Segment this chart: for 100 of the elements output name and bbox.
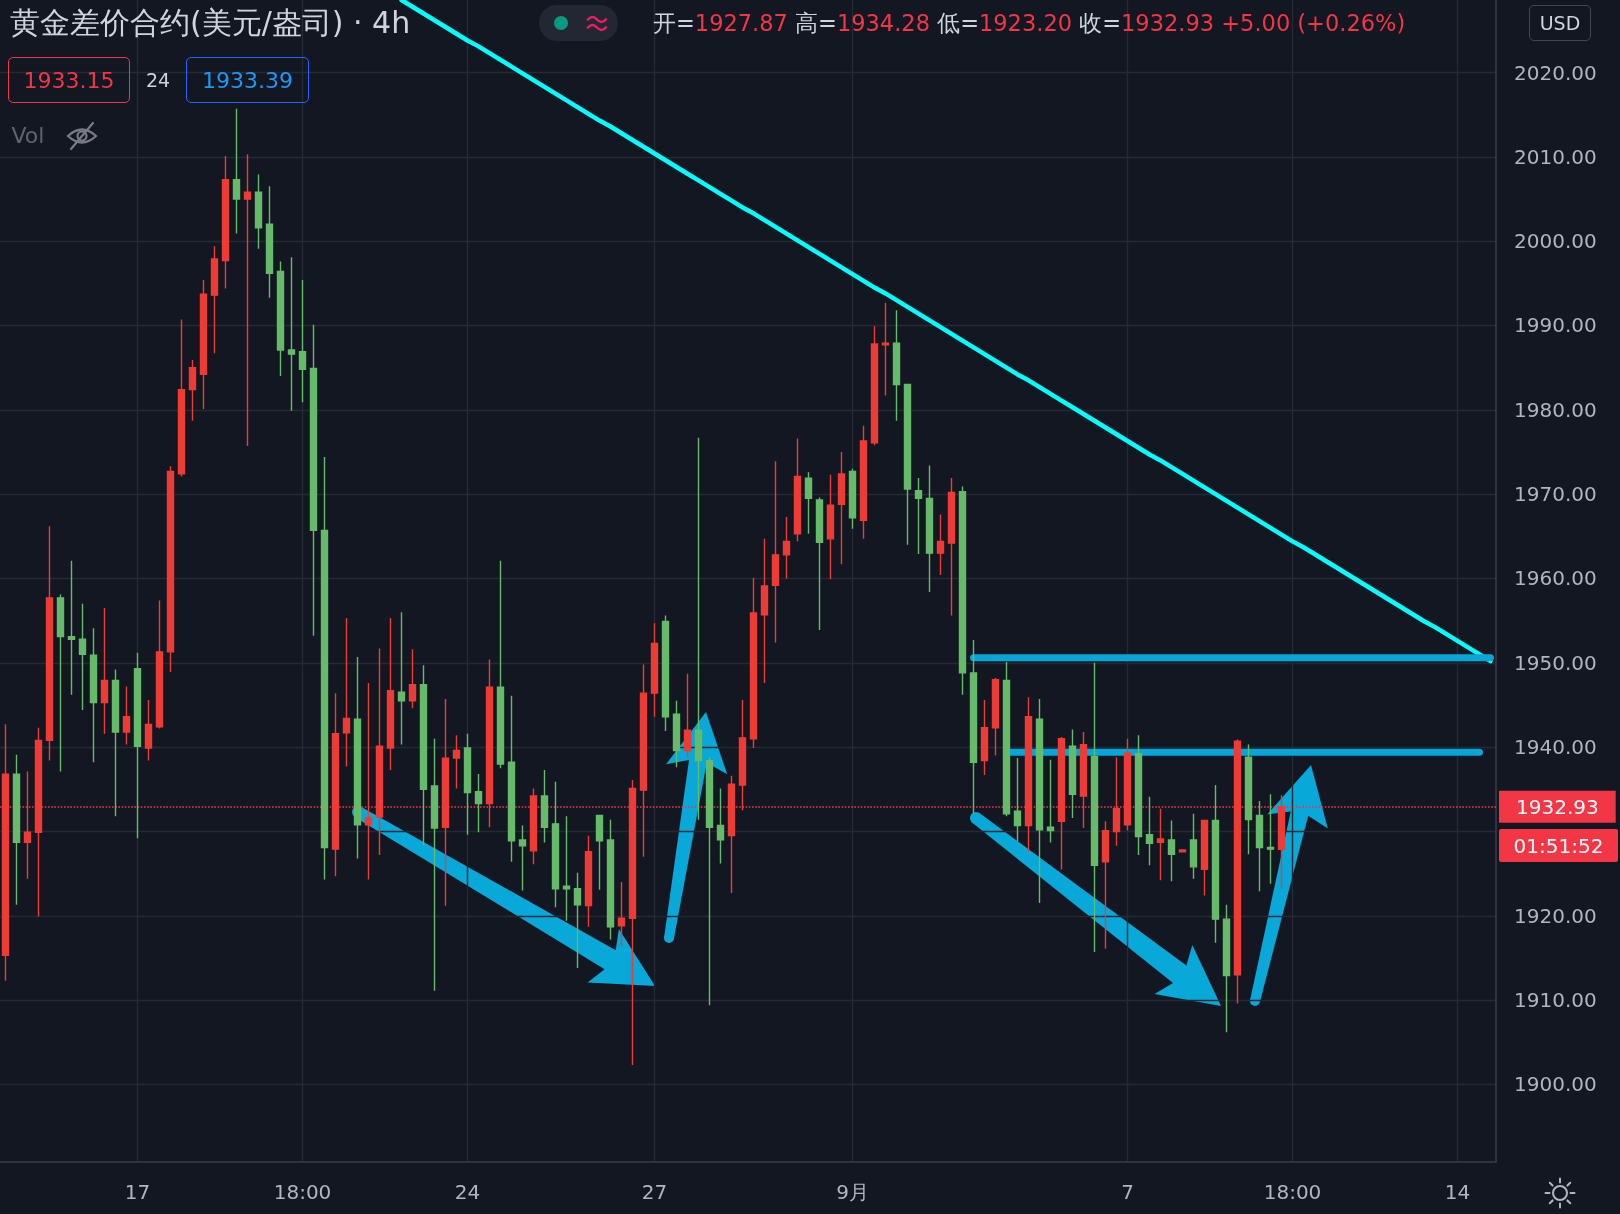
candlestick [606, 818, 615, 941]
text: 开=1927.87 高=1934.28 低=1923.20 收=1932.93 +5.00 (+0.26%) [653, 10, 1406, 36]
candlestick [1101, 820, 1110, 950]
candlestick [639, 663, 648, 858]
candlestick [188, 359, 197, 422]
candlestick [705, 756, 714, 1006]
candlestick [595, 814, 604, 891]
candlestick [1134, 734, 1143, 856]
candlestick [155, 599, 164, 730]
candlestick [397, 611, 406, 746]
candlestick [34, 727, 43, 918]
candlestick [617, 881, 626, 947]
candlestick [298, 279, 307, 403]
candlestick [133, 651, 142, 839]
candlestick [892, 309, 901, 422]
candlestick [463, 732, 472, 836]
candlestick [573, 872, 582, 969]
candlestick [914, 477, 923, 555]
candlestick [89, 627, 98, 763]
candlestick [243, 153, 252, 447]
y-tick-label: 1960.00 [1514, 566, 1597, 591]
y-tick-label: 1910.00 [1514, 988, 1597, 1013]
annotation: Vol [11, 122, 45, 148]
candlestick [771, 460, 780, 644]
candlestick [672, 700, 681, 769]
x-tick-label: 14 [1444, 1180, 1471, 1204]
candlestick [925, 464, 934, 593]
candlestick [320, 456, 329, 881]
y-tick-label: 1970.00 [1514, 482, 1597, 507]
tag: 01:51:52 [1499, 829, 1618, 862]
candlestick [1123, 737, 1132, 832]
candlestick [584, 834, 593, 928]
candlestick [881, 302, 890, 397]
candlestick [936, 513, 945, 576]
candlestick [1079, 731, 1088, 829]
candlestick [551, 780, 560, 909]
y-tick-label: 1940.00 [1514, 735, 1597, 760]
candlestick [1068, 728, 1077, 819]
candlestick [386, 617, 395, 771]
candlestick [1266, 793, 1275, 885]
candlestick [100, 607, 109, 735]
x-tick-label: 27 [641, 1180, 668, 1204]
candlestick [287, 256, 296, 412]
candlestick [232, 108, 241, 235]
candlestick [1233, 738, 1242, 1005]
currency-button: USD [1529, 5, 1591, 41]
y-tick-label: 1980.00 [1514, 397, 1597, 422]
candlestick [903, 382, 912, 546]
y-tick-label: 1920.00 [1514, 903, 1597, 928]
candlestick [870, 325, 879, 446]
candlestick [364, 682, 373, 881]
chart-title: 黄金差价合约(美元/盎司) · 4h [10, 4, 411, 42]
candlestick [529, 787, 538, 866]
candlestick [859, 425, 868, 540]
candlestick [661, 614, 670, 732]
candlestick [1189, 813, 1198, 880]
candlestick [12, 754, 21, 906]
annotation: 1933.15 [23, 67, 115, 93]
candlestick [848, 468, 857, 530]
candlestick [1090, 662, 1099, 953]
price-box: 1933.15 [8, 57, 130, 103]
y-tick-label: 1950.00 [1514, 650, 1597, 675]
candlestick [716, 787, 725, 865]
y-tick-label: 1990.00 [1514, 313, 1597, 338]
candlestick [1255, 800, 1264, 893]
candlestick [56, 593, 65, 773]
candlestick [958, 485, 967, 696]
candlestick [1222, 904, 1231, 1033]
candlestick [1057, 736, 1066, 871]
candlestick [1277, 794, 1286, 890]
candlestick [969, 639, 978, 815]
candlestick [496, 560, 505, 769]
candlestick [265, 185, 274, 299]
candlestick [23, 770, 32, 880]
candlestick [276, 260, 285, 377]
candlestick [254, 173, 263, 250]
candlestick [562, 815, 571, 922]
candlestick [826, 474, 835, 581]
candlestick [166, 465, 175, 673]
candlestick [980, 699, 989, 776]
candlestick [1244, 743, 1253, 855]
annotation: 1933.39 [202, 67, 293, 93]
candlestick [309, 323, 318, 637]
candlestick [144, 699, 153, 762]
candlestick [1002, 661, 1011, 817]
candlestick [485, 658, 494, 828]
candlestick [452, 734, 461, 790]
candlestick [1, 723, 10, 982]
y-tick-label: 1900.00 [1514, 1072, 1597, 1097]
x-tick-label: 7 [1121, 1180, 1134, 1204]
candlestick [782, 516, 791, 580]
candlestick [727, 775, 736, 894]
x-tick-label: 18:00 [273, 1180, 332, 1204]
candlestick [804, 471, 813, 535]
candlestick [67, 560, 76, 696]
candlestick [441, 698, 450, 907]
candlestick [650, 622, 659, 718]
candlestick [1112, 756, 1121, 847]
candlestick [419, 664, 428, 846]
candlestick [1145, 796, 1154, 866]
